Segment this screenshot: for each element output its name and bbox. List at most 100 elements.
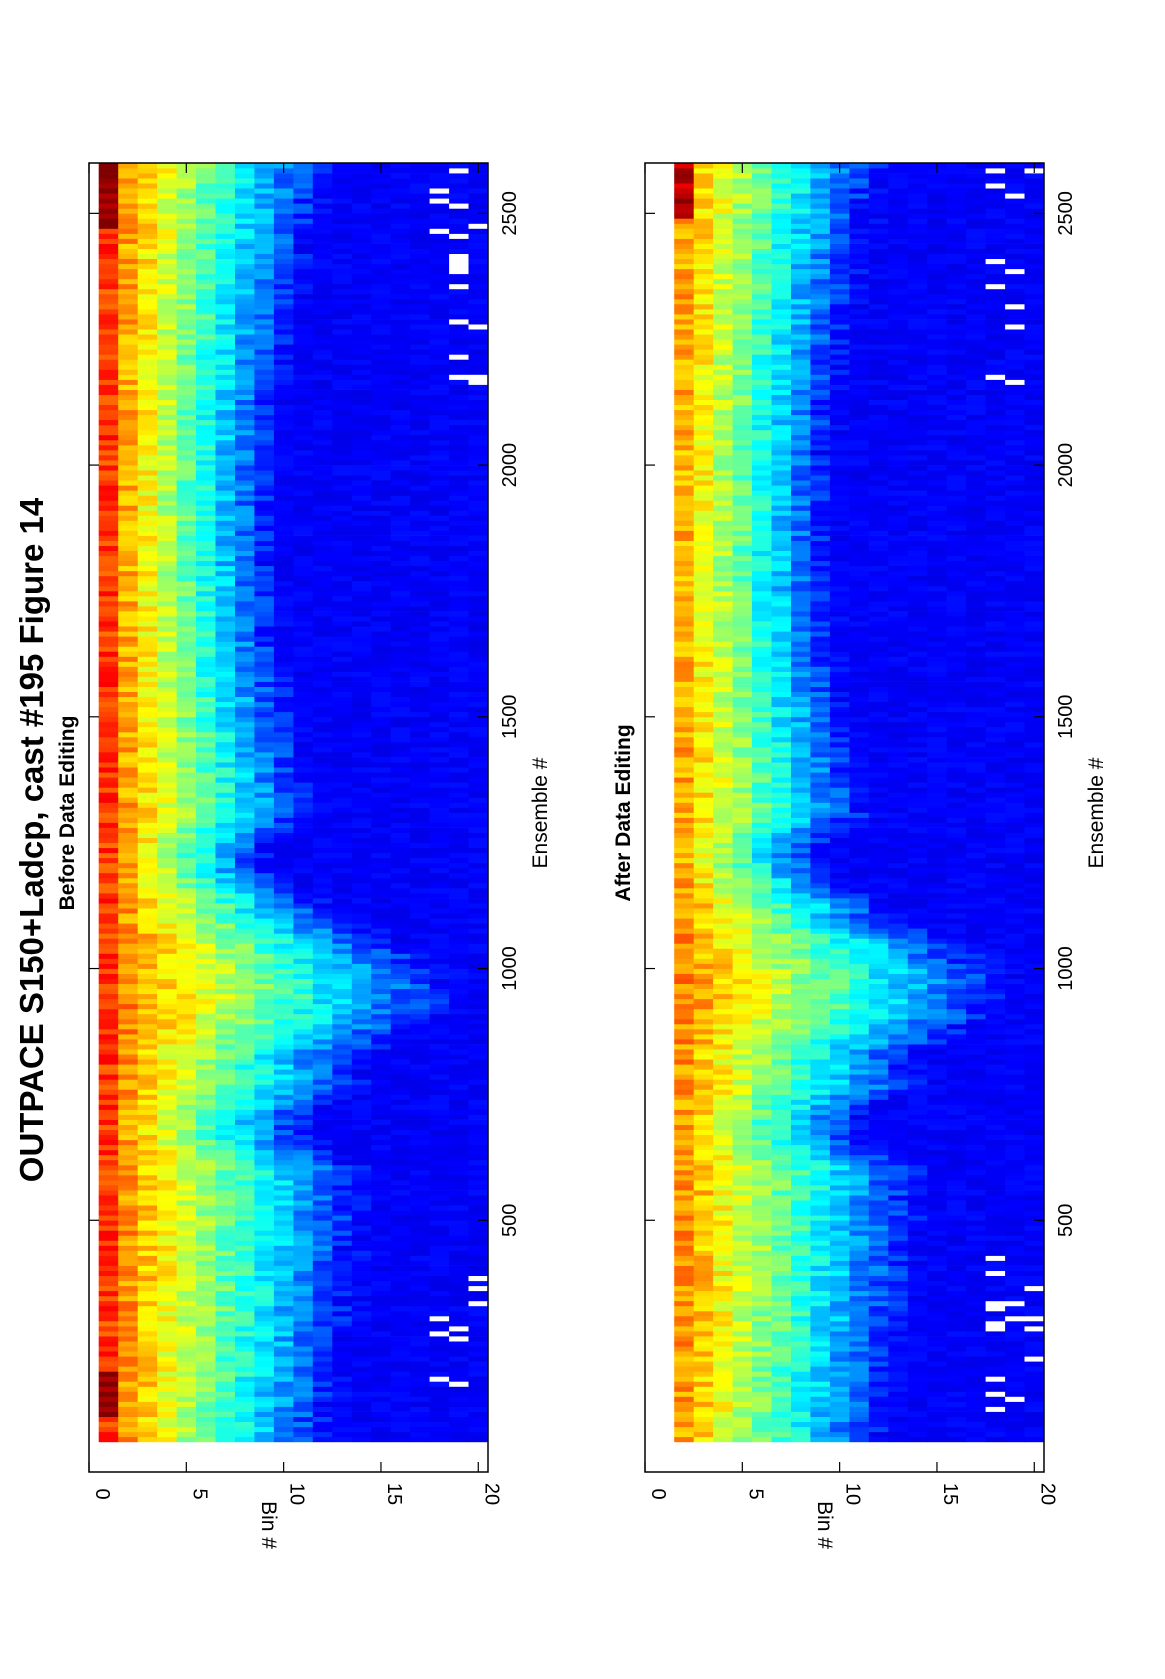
- heatmap-cell: [196, 198, 216, 204]
- heatmap-cell: [196, 1361, 216, 1367]
- heatmap-cell: [137, 540, 158, 546]
- heatmap-cell: [312, 1215, 333, 1221]
- heatmap-cell: [235, 953, 255, 959]
- heatmap-cell: [118, 1300, 139, 1307]
- heatmap-cell: [429, 928, 450, 934]
- heatmap-cell: [332, 943, 353, 949]
- heatmap-cell: [254, 1305, 275, 1312]
- heatmap-cell: [157, 616, 177, 622]
- heatmap-cell: [254, 862, 275, 869]
- heatmap-cell: [410, 857, 430, 864]
- heatmap-cell: [351, 1270, 372, 1276]
- heatmap-cell: [390, 983, 411, 989]
- heatmap-cell: [176, 1265, 197, 1271]
- heatmap-cell: [157, 530, 177, 536]
- heatmap-cell: [429, 1159, 450, 1166]
- heatmap-cell: [390, 1003, 411, 1010]
- heatmap-cell: [332, 1411, 353, 1417]
- heatmap-cell: [215, 948, 236, 954]
- heatmap-cell: [371, 641, 392, 647]
- heatmap-cell: [449, 1321, 469, 1327]
- heatmap-cell: [235, 1401, 255, 1407]
- heatmap-cell: [429, 555, 450, 562]
- heatmap-cell: [468, 1114, 488, 1120]
- heatmap-cell: [98, 1023, 119, 1030]
- heatmap-cell: [235, 1094, 255, 1100]
- heatmap-cell: [273, 1119, 294, 1125]
- heatmap-cell: [449, 329, 469, 335]
- heatmap-cell: [293, 455, 314, 461]
- heatmap-cell: [196, 918, 216, 924]
- heatmap-cell: [118, 903, 139, 909]
- heatmap-cell: [98, 998, 119, 1005]
- heatmap-cell: [98, 842, 119, 849]
- heatmap-cell: [429, 500, 450, 506]
- heatmap-cell: [449, 314, 469, 320]
- heatmap-cell: [254, 409, 275, 416]
- heatmap-cell: [235, 767, 255, 773]
- heatmap-cell: [371, 1240, 392, 1246]
- heatmap-cell: [312, 1039, 333, 1045]
- heatmap-cell: [351, 993, 372, 1000]
- heatmap-cell: [137, 203, 158, 209]
- heatmap-cell: [273, 1356, 294, 1362]
- heatmap-cell: [254, 797, 275, 803]
- heatmap-cell: [312, 450, 333, 456]
- heatmap-cell: [235, 1255, 255, 1261]
- heatmap-cell: [196, 1240, 216, 1246]
- heatmap-cell: [254, 1074, 275, 1080]
- heatmap-cell: [137, 973, 158, 979]
- heatmap-cell: [273, 958, 294, 964]
- heatmap-cell: [429, 309, 450, 315]
- heatmap-cell: [390, 1336, 411, 1342]
- heatmap-cell: [137, 928, 158, 934]
- heatmap-cell: [410, 414, 430, 421]
- heatmap-cell: [371, 293, 392, 300]
- heatmap-cell: [468, 973, 488, 979]
- heatmap-cell: [137, 329, 158, 335]
- heatmap-cell: [157, 938, 177, 944]
- heatmap-cell: [293, 736, 314, 743]
- heatmap-cell: [235, 1366, 255, 1372]
- heatmap-cell: [137, 258, 158, 265]
- heatmap-cell: [176, 822, 197, 828]
- heatmap-cell: [312, 389, 333, 395]
- heatmap-cell: [157, 948, 177, 954]
- heatmap-cell: [429, 1396, 450, 1402]
- heatmap-cell: [390, 1029, 411, 1035]
- heatmap-cell: [371, 1356, 392, 1362]
- heatmap-cell: [215, 1310, 236, 1317]
- heatmap-cell: [254, 1144, 275, 1151]
- heatmap-cell: [332, 757, 353, 763]
- heatmap-cell: [390, 319, 411, 325]
- heatmap-cell: [449, 606, 469, 612]
- heatmap-cell: [196, 369, 216, 375]
- heatmap-cell: [98, 1386, 119, 1392]
- heatmap-cell: [351, 857, 372, 864]
- heatmap-cell: [254, 213, 275, 219]
- heatmap-cell: [332, 903, 353, 909]
- heatmap-cell: [235, 439, 255, 446]
- heatmap-cell: [196, 379, 216, 385]
- heatmap-cell: [235, 928, 255, 934]
- heatmap-cell: [468, 1376, 488, 1382]
- heatmap-cell: [468, 1099, 488, 1105]
- heatmap-cell: [176, 721, 197, 728]
- heatmap-cell: [293, 1396, 314, 1402]
- heatmap-cell: [157, 1114, 177, 1120]
- heatmap-cell: [273, 1416, 294, 1422]
- heatmap-cell: [468, 898, 488, 904]
- heatmap-cell: [351, 752, 372, 758]
- heatmap-cell: [254, 1164, 275, 1171]
- heatmap-cell: [390, 1255, 411, 1261]
- heatmap-cell: [235, 1200, 255, 1206]
- heatmap-cell: [449, 772, 469, 778]
- heatmap-cell: [468, 777, 488, 783]
- heatmap-cell: [157, 273, 177, 280]
- heatmap-cell: [176, 203, 197, 209]
- heatmap-cell: [118, 268, 139, 275]
- heatmap-cell: [137, 812, 158, 818]
- heatmap-cell: [371, 399, 392, 405]
- heatmap-cell: [390, 676, 411, 682]
